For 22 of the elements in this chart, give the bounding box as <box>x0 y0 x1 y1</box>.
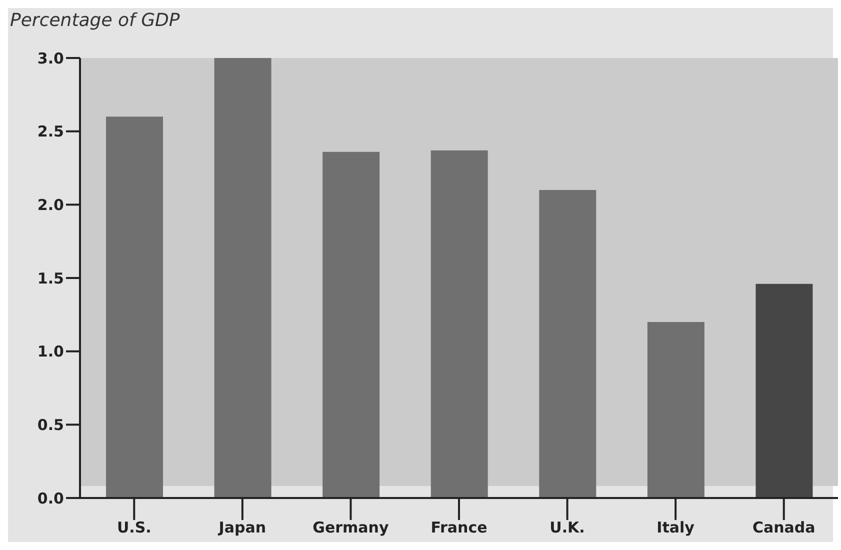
y-axis-title: Percentage of GDP <box>10 10 180 31</box>
x-tick-label: U.S. <box>116 518 152 537</box>
bar <box>322 152 380 498</box>
y-tick-label: 1.5 <box>37 269 64 288</box>
y-tick-label: 0.5 <box>37 416 64 434</box>
bar <box>214 58 272 498</box>
x-tick-label: U.K. <box>550 518 585 537</box>
bar <box>647 322 704 498</box>
bar <box>539 190 596 498</box>
x-tick-label: Japan <box>218 518 266 537</box>
y-tick-label: 0.0 <box>37 489 64 508</box>
y-tick-label: 2.5 <box>37 122 64 141</box>
x-tick-label: Germany <box>312 518 389 537</box>
y-tick-label: 1.0 <box>37 342 64 361</box>
bar <box>756 284 813 498</box>
x-tick-label: Italy <box>656 518 695 537</box>
y-tick-label: 3.0 <box>37 49 64 68</box>
x-tick-label: Canada <box>752 518 816 537</box>
y-tick-label: 2.0 <box>37 196 64 214</box>
bar <box>430 150 488 498</box>
x-tick-label: France <box>430 518 488 537</box>
bar <box>106 116 163 498</box>
